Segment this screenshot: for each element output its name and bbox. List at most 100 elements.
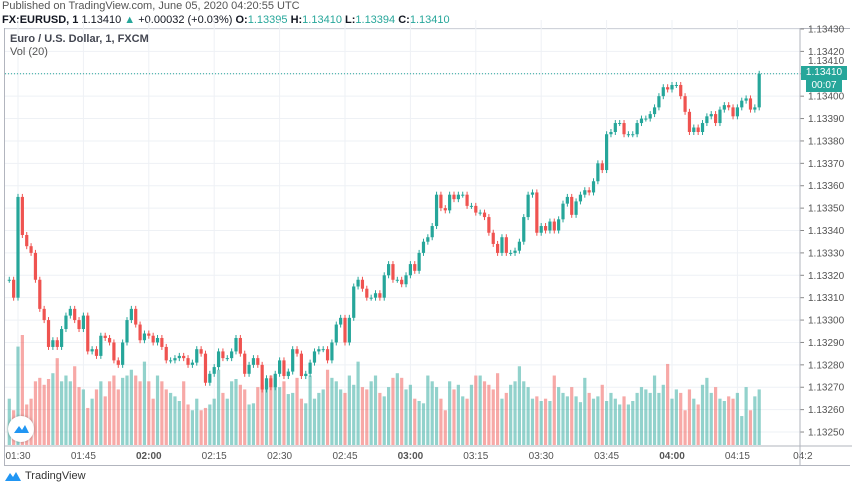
candle-body [173,358,177,361]
volume-bar [513,381,517,445]
candle-body [674,84,678,86]
candle-body [753,107,757,110]
volume-bar [51,373,55,445]
volume-bar [42,384,46,445]
candle-body [147,333,151,336]
volume-bar [94,389,99,445]
candle-body [491,232,495,244]
volume-bar [216,369,221,445]
volume-bar [60,381,64,445]
candle-body [312,351,317,363]
volume-bar [391,377,395,445]
price-tick-label: 1.13340 [808,226,845,237]
candle-body [169,360,173,362]
volume-bar [478,375,482,445]
candle-body [530,192,535,195]
candle-body [116,360,120,365]
open-value: 1.13395 [247,14,288,26]
candle-body [748,98,753,110]
price-tick-label: 1.13320 [808,271,845,282]
volume-bar [718,398,722,445]
candle-body [635,123,639,135]
close-value: 1.13410 [409,14,450,26]
candle-body [522,217,526,242]
volume-bar [591,398,596,445]
volume-bar [753,396,757,445]
time-tick-label: 02:15 [202,451,227,462]
volume-bar [465,398,469,445]
candle-body [230,351,234,359]
volume-bar [312,398,317,445]
volume-bar [68,381,72,445]
candle-body [574,201,578,215]
volume-bar [496,373,500,445]
volume-bar [112,375,116,445]
volume-bar [330,377,334,445]
published-caption: Published on TradingView.com, June 05, 2… [2,0,300,12]
candle-body [705,116,709,124]
volume-bar [539,401,543,445]
candle-body [29,246,33,253]
candle-body [212,367,216,374]
candle-body [740,100,744,108]
volume-bar [365,389,369,445]
candle-body [696,127,700,132]
candle-body [125,320,129,343]
candle-body [583,190,587,195]
volume-bar [382,396,386,445]
triangle-up-icon: ▲ [124,14,136,26]
volume-bar [278,387,282,445]
candle-body [107,337,112,343]
candle-body [652,107,657,115]
volume-bar [670,398,674,445]
volume-bar [744,387,748,445]
time-tick-label: 02:45 [332,451,357,462]
candle-body [134,308,138,325]
volume-bar [256,387,260,445]
volume-bar [600,384,604,445]
price-tick-label: 1.13330 [808,248,845,259]
volume-bar [238,384,242,445]
candle-body [714,114,718,124]
time-tick-label: 04:00 [659,451,685,462]
candle-body [683,96,687,112]
candle-body [434,194,439,227]
bar-countdown: 00:07 [806,80,842,92]
volume-bar [757,389,761,445]
candle-body [504,237,508,253]
candle-body [20,196,24,235]
series-legend[interactable]: Euro / U.S. Dollar, 1, FXCM [10,33,149,45]
volume-bar [652,375,657,445]
volume-bar [517,366,521,445]
volume-bar [221,392,225,445]
candle-body [278,360,282,374]
time-tick-label: 02:30 [267,451,292,462]
volume-bar [565,396,569,445]
volume-bar [552,375,556,445]
volume-bar [347,375,351,445]
candle-body [613,123,617,132]
candle-body [735,107,739,117]
candle-body [68,308,72,316]
volume-legend[interactable]: Vol (20) [10,46,48,58]
candle-body [260,364,264,390]
candle-body [722,105,726,110]
price-tick-label: 1.13420 [808,47,845,58]
volume-bar [116,389,120,445]
candle-body [199,349,203,354]
volume-bar [286,394,290,445]
volume-bar [282,381,286,445]
volume-bar [33,381,38,445]
volume-bar [103,396,107,445]
volume-bar [530,398,535,445]
volume-bar [20,335,24,445]
tradingview-badge-icon[interactable] [8,416,34,442]
volume-bar [169,392,173,445]
time-tick-label: 03:45 [594,451,619,462]
volume-bar [299,398,303,445]
candle-body [103,335,107,338]
candle-body [373,293,378,298]
tradingview-footer[interactable]: TradingView [4,470,86,482]
volume-bar [107,381,112,445]
